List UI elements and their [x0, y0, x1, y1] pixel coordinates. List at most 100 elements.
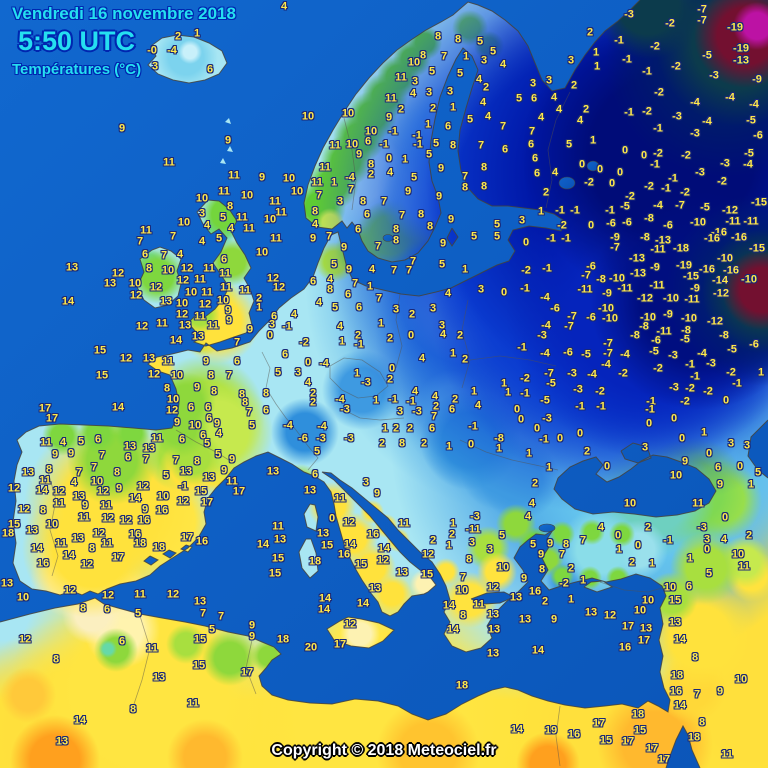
- temp-label: 6: [531, 152, 539, 165]
- temp-label: -16: [711, 226, 727, 239]
- temp-label: 2: [354, 329, 362, 342]
- temp-label: 10: [216, 294, 230, 307]
- temp-label: 6: [309, 275, 317, 288]
- temp-label: -1: [645, 403, 655, 416]
- temp-label: 12: [119, 514, 133, 527]
- temp-label: 5: [493, 218, 501, 231]
- temp-label: 9: [355, 148, 363, 161]
- temp-label: 7: [90, 461, 98, 474]
- temp-label: 3: [486, 543, 494, 556]
- temp-label: -13: [630, 267, 646, 280]
- temp-label: 9: [309, 232, 317, 245]
- temp-label: -6: [550, 302, 560, 315]
- temp-label: 2: [745, 529, 753, 542]
- temp-label: -11: [684, 293, 700, 306]
- temp-label: 1: [592, 46, 600, 59]
- temp-label: 7: [172, 454, 180, 467]
- temp-label: 14: [531, 644, 545, 657]
- temp-label: -2: [625, 190, 635, 203]
- temp-label: 11: [100, 499, 112, 512]
- temp-label: 11: [692, 497, 704, 510]
- temp-label: 8: [238, 388, 246, 401]
- temp-label: 13: [0, 577, 14, 590]
- temp-label: 14: [673, 633, 687, 646]
- temp-label: 15: [271, 552, 285, 565]
- temp-label: -7: [581, 269, 591, 282]
- temp-label: 8: [419, 49, 427, 62]
- temp-label: 11: [319, 161, 331, 174]
- copyright-label: Copyright © 2018 Meteociel.fr: [271, 742, 497, 759]
- temp-label: -10: [598, 302, 614, 315]
- temp-label: 16: [337, 548, 351, 561]
- temp-label: 8: [691, 651, 699, 664]
- temp-label: 13: [152, 671, 166, 684]
- temp-label: 12: [266, 272, 280, 285]
- temp-label: -4: [725, 91, 735, 104]
- temp-label: 12: [376, 554, 390, 567]
- temp-label: -7: [544, 367, 554, 380]
- temp-label: 4: [164, 8, 172, 21]
- temp-label: 10: [669, 469, 683, 482]
- temp-label: 6: [270, 310, 278, 323]
- temp-label: -19: [733, 42, 749, 55]
- temp-label: 11: [334, 492, 346, 505]
- temp-label: 13: [72, 490, 86, 503]
- temp-label: 9: [716, 685, 724, 698]
- temp-label: -4: [587, 368, 597, 381]
- temp-label: -10: [602, 312, 618, 325]
- temp-label: 3: [362, 476, 370, 489]
- temp-label: 15: [354, 558, 368, 571]
- temp-label: -4: [690, 96, 700, 109]
- temp-label: 14: [256, 538, 270, 551]
- temp-label: 12: [17, 503, 31, 516]
- temp-label: 4: [280, 0, 288, 13]
- temp-label: -2: [717, 175, 727, 188]
- temp-label: -10: [741, 273, 757, 286]
- temp-label: -1: [685, 358, 695, 371]
- temp-label: 9: [228, 453, 236, 466]
- temp-label: -8: [640, 231, 650, 244]
- temp-label: -8: [639, 320, 649, 333]
- temp-label: 2: [482, 81, 490, 94]
- temp-label: 1: [700, 426, 708, 439]
- temp-label: -6: [606, 217, 616, 230]
- temp-label: 12: [176, 495, 190, 508]
- temp-label: 5: [428, 65, 436, 78]
- temp-label: 9: [340, 241, 348, 254]
- temp-label: 11: [146, 642, 158, 655]
- temp-label: 6: [118, 635, 126, 648]
- temp-label: 12: [101, 512, 115, 525]
- temp-label: 9: [385, 111, 393, 124]
- temp-label: 4: [475, 73, 483, 86]
- temp-label: 4: [528, 497, 536, 510]
- temp-label: 9: [373, 487, 381, 500]
- temp-label: 11: [140, 224, 152, 237]
- temp-label: 17: [45, 412, 59, 425]
- temp-label: -3: [542, 412, 552, 425]
- temp-label: 2: [541, 595, 549, 608]
- temp-label: 0: [467, 438, 475, 451]
- temp-label: 14: [356, 597, 370, 610]
- temp-label: 2: [309, 387, 317, 400]
- temp-label: 13: [142, 442, 156, 455]
- temp-label: 10: [301, 110, 315, 123]
- temp-label: 1: [495, 442, 503, 455]
- temp-label: 6: [281, 348, 289, 361]
- temp-label: 8: [39, 504, 47, 517]
- temp-label: -3: [669, 381, 679, 394]
- temp-label: 9: [520, 572, 528, 585]
- temp-label: 6: [714, 461, 722, 474]
- temp-label: -5: [540, 394, 550, 407]
- temp-label: 12: [63, 584, 77, 597]
- temp-label: -1: [668, 172, 678, 185]
- temp-label: 3: [294, 366, 302, 379]
- temp-label: -6: [563, 346, 573, 359]
- temp-label: 3: [477, 283, 485, 296]
- temp-label: 8: [52, 653, 60, 666]
- temp-label: 4: [411, 385, 419, 398]
- temp-label: 4: [484, 110, 492, 123]
- temp-label: 18: [308, 555, 322, 568]
